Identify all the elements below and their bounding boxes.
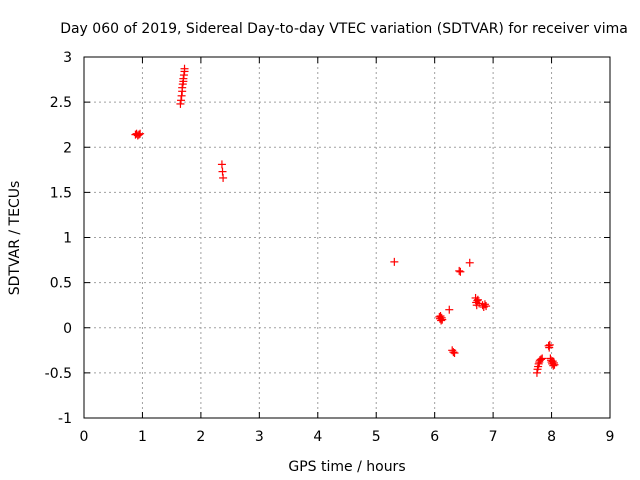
x-tick-labels: 0 1 2 3 4 5 6 7 8 9 (80, 429, 615, 445)
data-point (180, 64, 189, 73)
data-point (550, 360, 559, 369)
y-tick-label: 3 (63, 50, 72, 66)
data-point (219, 173, 228, 182)
x-axis-label: GPS time / hours (288, 459, 405, 475)
data-point (455, 266, 464, 275)
y-tick-label: 1 (63, 231, 72, 247)
data-point (445, 305, 454, 314)
data-point (438, 315, 447, 324)
data-point (136, 129, 145, 138)
axis-ticks (83, 56, 611, 419)
x-tick-label: 1 (138, 429, 147, 445)
y-tick-label: 2 (63, 140, 72, 156)
x-tick-label: 3 (255, 429, 264, 445)
x-tick-label: 0 (80, 429, 89, 445)
data-point (134, 130, 143, 139)
data-point (465, 258, 474, 267)
data-point (450, 349, 459, 358)
y-tick-label: -1 (58, 411, 72, 427)
data-point (475, 299, 484, 308)
data-point (545, 340, 554, 349)
plot-frame (83, 56, 611, 419)
y-tick-label: -0.5 (45, 366, 72, 382)
data-point (456, 267, 465, 276)
x-tick-label: 2 (196, 429, 205, 445)
chart-title: Day 060 of 2019, Sidereal Day-to-day VTE… (60, 21, 628, 37)
data-point (480, 300, 489, 309)
data-point (537, 355, 546, 364)
data-point (390, 257, 399, 266)
data-point (217, 160, 226, 169)
y-tick-label: 0 (63, 321, 72, 337)
data-point (473, 295, 482, 304)
y-axis-label: SDTVAR / TECUs (7, 181, 23, 296)
data-point (482, 302, 491, 311)
x-tick-label: 8 (547, 429, 556, 445)
y-tick-label: 1.5 (50, 185, 72, 201)
y-tick-labels: -1 -0.5 0 0.5 1 1.5 2 2.5 3 (45, 50, 72, 427)
grid-lines (84, 57, 610, 418)
x-tick-label: 9 (606, 429, 615, 445)
x-tick-label: 6 (430, 429, 439, 445)
x-tick-label: 4 (313, 429, 322, 445)
x-tick-label: 5 (372, 429, 381, 445)
y-tick-label: 0.5 (50, 276, 72, 292)
data-point (449, 348, 458, 357)
data-point (538, 354, 547, 363)
x-tick-label: 7 (489, 429, 498, 445)
y-tick-label: 2.5 (50, 95, 72, 111)
data-points (131, 64, 559, 377)
